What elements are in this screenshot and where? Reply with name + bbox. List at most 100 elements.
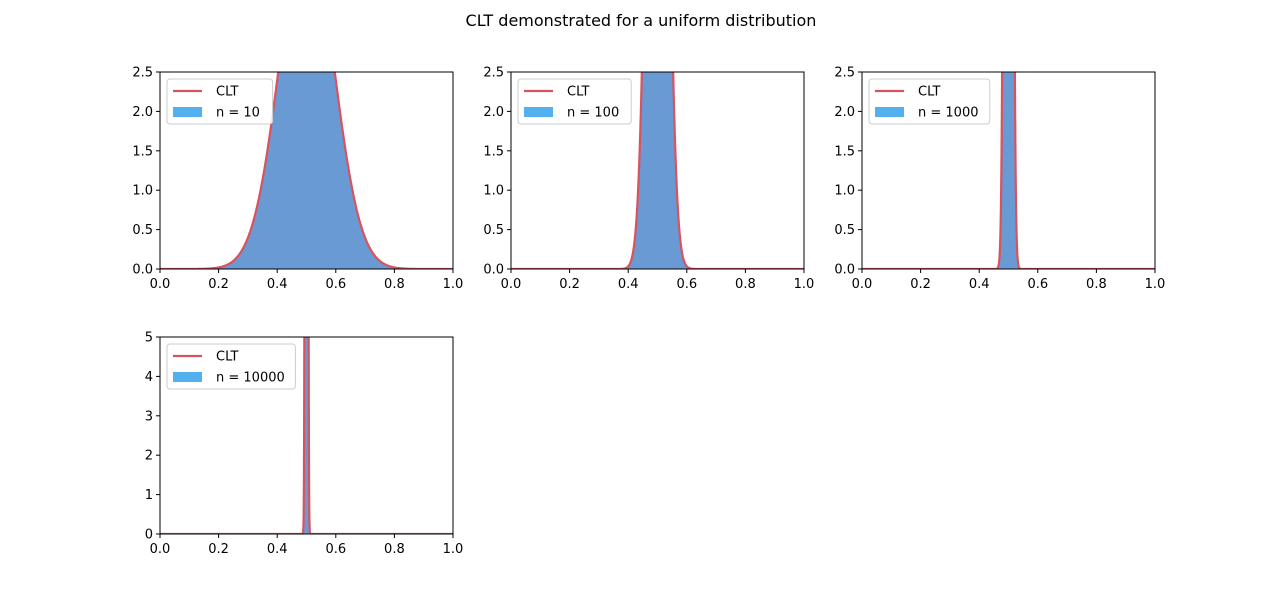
plot-area	[511, 72, 804, 269]
histogram-bar	[637, 179, 640, 269]
legend-label-clt: CLT	[216, 85, 239, 100]
axes-frame	[159, 71, 454, 270]
histogram-bar	[239, 253, 241, 269]
histogram-bar	[346, 161, 349, 269]
histogram-bar	[1013, 72, 1016, 269]
histogram-bar	[377, 259, 379, 269]
histogram-bar	[664, 72, 667, 269]
histogram-bar	[221, 266, 223, 269]
histogram-bar	[360, 225, 362, 269]
histogram-bar	[326, 72, 328, 269]
y-tick-label: 2.5	[834, 66, 855, 81]
y-tick-label: 2.0	[483, 105, 504, 120]
histogram-bar	[641, 72, 644, 269]
histogram-bar	[262, 176, 265, 269]
x-tick-label: 0.6	[676, 277, 697, 292]
histogram-bar	[678, 223, 680, 269]
histogram-bar	[630, 260, 633, 269]
axes-frame	[510, 71, 805, 270]
histogram-bar	[252, 221, 255, 269]
histogram-bar	[273, 103, 276, 269]
histogram-bar	[358, 221, 361, 269]
histogram-bar	[351, 189, 354, 269]
histogram-bar	[681, 255, 684, 269]
histogram-bar	[246, 239, 249, 269]
histogram-bar	[299, 72, 301, 269]
histogram-bar	[337, 94, 339, 269]
legend-label-histogram: n = 10000	[216, 371, 285, 386]
histogram-bar	[372, 253, 375, 269]
x-tick-label: 1.0	[443, 277, 464, 292]
histogram-bar	[639, 146, 641, 269]
histogram-bar	[661, 72, 663, 269]
histogram-bar	[304, 72, 306, 269]
x-tick-label: 1.0	[794, 277, 815, 292]
histogram-bar	[389, 266, 392, 269]
histogram-bar	[288, 72, 290, 269]
histogram-bar	[650, 72, 652, 269]
histogram-bar	[655, 72, 657, 269]
histogram-bar	[313, 72, 316, 269]
histogram-bar	[277, 75, 279, 269]
x-tick-label: 0.8	[384, 542, 405, 557]
y-tick-label: 1	[145, 488, 153, 503]
histogram-bar	[652, 72, 655, 269]
x-tick-label: 0.2	[208, 542, 229, 557]
x-tick-label: 0.6	[325, 542, 346, 557]
histogram-bar	[1008, 72, 1011, 269]
histogram-bar	[268, 138, 271, 269]
histogram-bar	[647, 72, 650, 269]
histogram-bar	[315, 72, 317, 269]
histogram-bar	[640, 105, 643, 269]
histogram-bar	[646, 72, 649, 269]
histogram-bar	[306, 72, 309, 269]
histogram-bar	[662, 72, 665, 269]
histogram-bar	[285, 72, 288, 269]
histogram-bar	[669, 72, 672, 269]
histogram-bar	[644, 72, 646, 269]
histogram-bar	[378, 260, 381, 269]
histogram-bar	[648, 72, 651, 269]
histogram-bar	[319, 72, 322, 269]
histogram-bar	[280, 72, 283, 269]
histogram-bar	[1003, 72, 1006, 269]
histogram-bar	[629, 263, 632, 269]
histogram-bar	[343, 138, 345, 269]
legend-label-histogram: n = 100	[567, 106, 619, 121]
histogram-bar	[335, 84, 338, 269]
histogram-bar	[254, 216, 256, 269]
histogram-bar	[263, 169, 266, 269]
histogram-bar	[670, 72, 673, 269]
histogram-bar	[305, 72, 307, 269]
histogram-bar	[279, 72, 282, 269]
x-tick-label: 0.4	[969, 277, 990, 292]
histogram-bar	[680, 248, 683, 269]
x-tick-label: 0.2	[208, 277, 229, 292]
y-tick-label: 4	[145, 370, 153, 385]
histogram-bar	[327, 72, 329, 269]
histogram-bar	[274, 94, 277, 269]
histogram-bar	[684, 263, 686, 269]
histogram-bar	[247, 236, 250, 269]
histogram-bar	[312, 72, 315, 269]
histogram-bar	[366, 242, 368, 269]
histogram-bar	[222, 266, 224, 269]
histogram-bar	[674, 146, 677, 269]
histogram-bar	[323, 72, 326, 269]
histogram-bar	[379, 261, 382, 269]
histogram-bar	[384, 264, 387, 269]
histogram-bar	[376, 257, 378, 269]
histogram-bar	[250, 229, 252, 269]
histogram-bar	[293, 72, 295, 269]
histogram-bar	[317, 72, 320, 269]
histogram-bar	[278, 72, 281, 269]
histogram-bar	[266, 154, 268, 269]
histogram-bar	[310, 72, 312, 269]
histogram-bar	[355, 206, 357, 269]
histogram-bar	[344, 146, 346, 269]
histogram-bar	[341, 129, 344, 269]
histogram-bar	[300, 72, 303, 269]
y-tick-label: 1.5	[483, 144, 504, 159]
histogram-bar	[345, 154, 348, 269]
